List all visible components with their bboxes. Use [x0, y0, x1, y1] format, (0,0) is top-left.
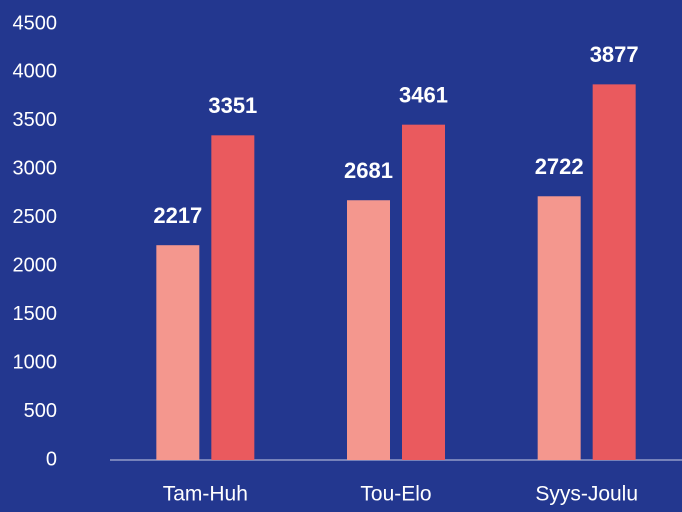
bar [156, 245, 200, 460]
bar [592, 84, 636, 460]
y-tick-label: 3500 [13, 109, 58, 131]
bar [402, 124, 445, 461]
x-tick-label: Tou-Elo [360, 483, 431, 506]
value-label: 3877 [590, 42, 639, 67]
y-tick-label: 4500 [13, 12, 58, 34]
value-label: 2217 [153, 203, 202, 228]
y-tick-label: 0 [46, 448, 57, 470]
bar [537, 196, 581, 461]
y-tick-label: 1500 [13, 303, 58, 325]
y-tick-label: 3000 [13, 158, 58, 180]
value-label: 3351 [208, 93, 257, 118]
y-tick-label: 1000 [13, 351, 58, 373]
value-label: 2722 [535, 154, 584, 179]
y-tick-label: 2500 [13, 206, 58, 228]
y-tick-label: 2000 [13, 255, 58, 277]
bar [347, 200, 390, 460]
value-label: 3461 [399, 82, 448, 107]
y-tick-label: 500 [24, 400, 57, 422]
y-tick-label: 4000 [13, 61, 58, 83]
x-tick-label: Tam-Huh [163, 483, 248, 506]
bar [211, 135, 255, 461]
value-label: 2681 [344, 158, 393, 183]
x-tick-label: Syys-Joulu [535, 483, 638, 506]
